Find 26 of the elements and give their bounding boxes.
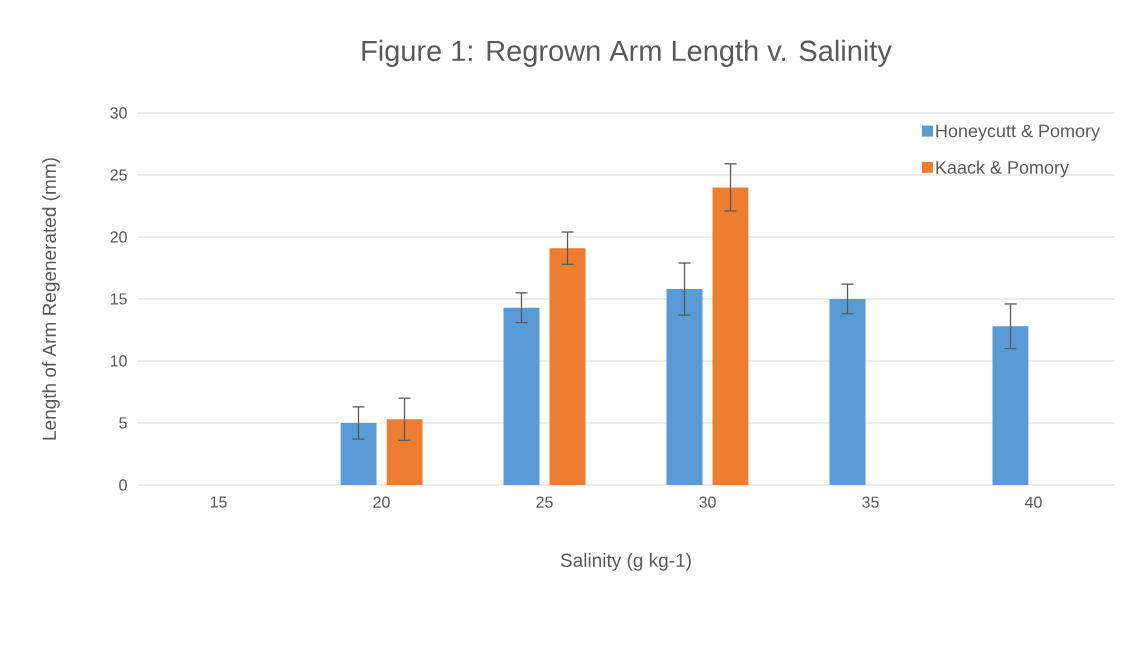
y-tick-label: 0	[119, 479, 127, 491]
y-tick-label: 30	[110, 107, 127, 119]
y-tick-label: 25	[110, 169, 127, 181]
x-tick-label: 25	[536, 496, 553, 508]
bar	[386, 419, 423, 485]
chart-title: Figure 1: Regrown Arm Length v. Salinity	[362, 39, 892, 67]
x-tick-label: 30	[699, 496, 716, 508]
bar	[712, 187, 749, 485]
x-axis-title: Salinity (g kg-1)	[560, 553, 691, 571]
y-tick-label: 15	[110, 293, 127, 305]
bar	[829, 298, 866, 485]
y-tick-label: 5	[119, 417, 127, 429]
bar	[992, 326, 1029, 485]
bar	[503, 307, 540, 485]
x-tick-label: 15	[210, 496, 227, 508]
legend-label: Honeycutt & Pomory	[936, 124, 1100, 141]
bar	[340, 422, 377, 485]
bar	[666, 289, 703, 485]
bar	[549, 248, 586, 485]
x-tick-label: 40	[1024, 496, 1042, 508]
legend-label: Kaack & Pomory	[936, 160, 1069, 178]
x-tick-label: 35	[862, 496, 879, 508]
y-axis-title: Length of Arm Regenerated (mm)	[42, 158, 60, 440]
x-tick-label: 20	[373, 496, 390, 508]
y-tick-label: 10	[110, 355, 127, 367]
y-tick-label: 20	[110, 231, 127, 243]
